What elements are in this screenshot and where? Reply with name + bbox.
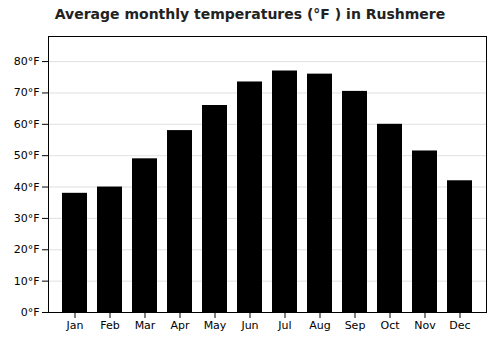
svg-text:Oct: Oct xyxy=(380,319,400,332)
svg-text:70°F: 70°F xyxy=(14,86,40,99)
svg-text:20°F: 20°F xyxy=(14,243,40,256)
svg-text:Jul: Jul xyxy=(277,319,291,332)
svg-text:80°F: 80°F xyxy=(14,55,40,68)
svg-text:Apr: Apr xyxy=(170,319,190,332)
svg-text:Dec: Dec xyxy=(449,319,470,332)
svg-text:Jun: Jun xyxy=(240,319,258,332)
svg-text:Aug: Aug xyxy=(309,319,330,332)
svg-text:40°F: 40°F xyxy=(14,181,40,194)
svg-text:Feb: Feb xyxy=(100,319,119,332)
html-text:Average monthly temperatures (: Average monthly temperatures (°F ) in Ru… xyxy=(54,6,446,22)
svg-text:50°F: 50°F xyxy=(14,149,40,162)
svg-text:30°F: 30°F xyxy=(14,212,40,225)
svg-text:10°F: 10°F xyxy=(14,275,40,288)
svg-text:0°F: 0°F xyxy=(21,306,40,319)
svg-text:Jan: Jan xyxy=(66,319,84,332)
svg-text:Nov: Nov xyxy=(414,319,436,332)
svg-text:Mar: Mar xyxy=(135,319,156,332)
svg-text:60°F: 60°F xyxy=(14,118,40,131)
svg-text:May: May xyxy=(204,319,227,332)
svg-text:Sep: Sep xyxy=(345,319,366,332)
